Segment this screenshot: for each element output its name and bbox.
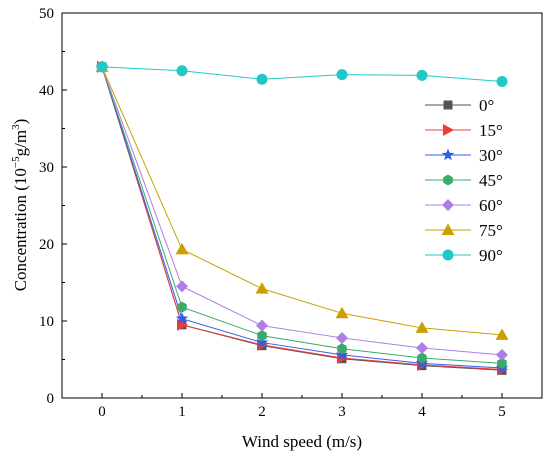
y-tick-label: 30 <box>39 160 54 176</box>
y-tick-label: 0 <box>47 391 55 407</box>
series-line <box>101 66 503 369</box>
y-axis-title: Concentration (10−5g/m3) <box>10 119 30 292</box>
data-point <box>255 336 269 348</box>
data-point <box>496 348 508 361</box>
data-point <box>335 348 349 361</box>
legend-label: 0° <box>479 96 494 115</box>
series-line <box>101 66 503 371</box>
data-point <box>177 301 187 313</box>
y-axis-title-middle: g/m <box>11 130 30 156</box>
y-tick-label: 20 <box>39 237 54 253</box>
legend-item: 45° <box>425 171 503 190</box>
x-tick-label: 1 <box>178 404 186 420</box>
data-point <box>255 282 269 294</box>
data-point <box>256 319 268 332</box>
legend-item: 75° <box>425 221 503 240</box>
x-tick-label: 5 <box>498 404 506 420</box>
data-point <box>257 330 267 342</box>
legend-label: 30° <box>479 146 503 165</box>
y-axis-title-exponent-2: 3 <box>10 124 22 130</box>
data-point <box>496 76 508 88</box>
series-line <box>101 66 503 364</box>
data-point <box>335 306 349 319</box>
data-point <box>337 343 347 355</box>
y-tick-label: 40 <box>39 83 54 99</box>
legend-label: 60° <box>479 196 503 215</box>
data-point <box>415 321 429 333</box>
legend-marker <box>442 199 454 211</box>
data-point <box>176 280 188 293</box>
legend-marker <box>441 148 455 161</box>
data-point <box>175 242 189 255</box>
series-layer <box>95 60 509 376</box>
series-line <box>101 66 503 356</box>
series-line <box>101 66 503 83</box>
data-point <box>336 69 348 81</box>
data-point <box>336 331 348 344</box>
legend-marker <box>442 249 454 261</box>
legend-item: 15° <box>425 121 503 140</box>
series-6 <box>96 61 508 88</box>
x-tick-label: 4 <box>418 404 426 420</box>
legend-label: 75° <box>479 221 503 240</box>
legend-marker <box>443 124 454 136</box>
series-3 <box>97 61 507 369</box>
data-point <box>497 357 507 369</box>
y-axis-title-suffix: ) <box>11 119 30 125</box>
legend-marker <box>443 100 453 110</box>
data-point <box>176 65 188 77</box>
data-point <box>417 352 427 364</box>
x-axis-title: Wind speed (m/s) <box>242 432 362 451</box>
legend-label: 15° <box>479 121 503 140</box>
legend-label: 90° <box>479 246 503 265</box>
legend-item: 30° <box>425 146 503 165</box>
y-axis-title-exponent-1: −5 <box>10 156 22 168</box>
data-point <box>416 69 428 81</box>
y-axis-title-prefix: Concentration (10 <box>11 168 30 291</box>
y-tick-label: 10 <box>39 314 54 330</box>
x-tick-label: 3 <box>338 404 346 420</box>
x-tick-label: 0 <box>98 404 106 420</box>
legend-marker <box>443 174 453 186</box>
legend-item: 0° <box>425 96 494 115</box>
legend-item: 90° <box>425 246 503 265</box>
y-tick-label: 50 <box>39 6 54 22</box>
series-line <box>101 66 503 371</box>
data-point <box>96 61 108 73</box>
x-tick-label: 2 <box>258 404 266 420</box>
legend-item: 60° <box>425 196 503 215</box>
legend-label: 45° <box>479 171 503 190</box>
legend: 0° 15° 30° 45° 60° 75° 90° <box>425 96 503 265</box>
legend-marker <box>441 223 455 235</box>
data-point <box>416 341 428 354</box>
data-point <box>495 328 509 340</box>
data-point <box>175 312 189 324</box>
data-point <box>256 73 268 85</box>
series-line <box>101 66 503 336</box>
